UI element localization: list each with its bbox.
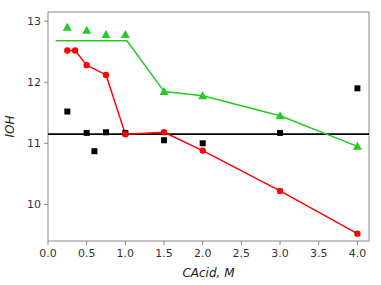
- point: [63, 23, 72, 31]
- x-tick: [164, 241, 165, 245]
- chart: 0.0 0.5 1.0 1.5 2.0 2.5 3.0 3.5 4.0 10 11 12 13 CAcid…: [0, 0, 381, 285]
- x-tick-label: 3.5: [310, 247, 328, 260]
- point: [200, 140, 206, 146]
- point: [277, 130, 283, 136]
- x-tick-label: 3.0: [271, 247, 289, 260]
- x-tick-label: 2.5: [233, 247, 251, 260]
- x-tick: [125, 241, 126, 245]
- point: [82, 26, 91, 34]
- x-axis-label: CAcid, M: [182, 266, 235, 280]
- y-tick: [44, 204, 48, 205]
- x-tick-label: 1.0: [117, 247, 135, 260]
- line-layer: [48, 41, 369, 234]
- x-tick-label: 0.0: [39, 247, 57, 260]
- point: [83, 62, 89, 68]
- x-tick: [48, 241, 49, 245]
- point-layer: [63, 23, 362, 237]
- y-tick-label: 11: [27, 137, 41, 150]
- point: [160, 87, 169, 95]
- y-tick: [44, 21, 48, 22]
- point: [354, 85, 360, 91]
- y-tick: [44, 143, 48, 144]
- x-tick-label: 1.5: [155, 247, 173, 260]
- x-tick: [357, 241, 358, 245]
- point: [354, 230, 360, 236]
- y-tick-label: 10: [27, 198, 41, 211]
- y-tick-label: 12: [27, 76, 41, 89]
- marks: [48, 23, 369, 237]
- point: [64, 47, 70, 53]
- x-tick: [280, 241, 281, 245]
- point: [64, 109, 70, 115]
- series-line: [67, 50, 357, 233]
- point: [161, 129, 167, 135]
- x-tick-label: 2.0: [194, 247, 212, 260]
- x-tick: [318, 241, 319, 245]
- point: [353, 142, 362, 150]
- point: [122, 131, 128, 137]
- point: [276, 111, 285, 119]
- x-tick-label: 4.0: [349, 247, 367, 260]
- plot-frame: [48, 12, 369, 241]
- y-tick-label: 13: [27, 15, 41, 28]
- series-line: [56, 41, 358, 147]
- x-tick: [86, 241, 87, 245]
- point: [277, 188, 283, 194]
- point: [91, 148, 97, 154]
- point: [103, 129, 109, 135]
- point: [84, 130, 90, 136]
- x-tick: [241, 241, 242, 245]
- reference-line: [48, 133, 369, 135]
- y-axis-label: IOH: [3, 115, 17, 137]
- x-tick-label: 0.5: [78, 247, 96, 260]
- y-tick: [44, 82, 48, 83]
- point: [103, 72, 109, 78]
- point: [161, 137, 167, 143]
- point: [102, 30, 111, 38]
- point: [199, 147, 205, 153]
- x-tick: [202, 241, 203, 245]
- point: [121, 30, 130, 38]
- point: [198, 91, 207, 99]
- point: [72, 47, 78, 53]
- axes: 0.0 0.5 1.0 1.5 2.0 2.5 3.0 3.5 4.0 10 11 12 13: [27, 15, 366, 260]
